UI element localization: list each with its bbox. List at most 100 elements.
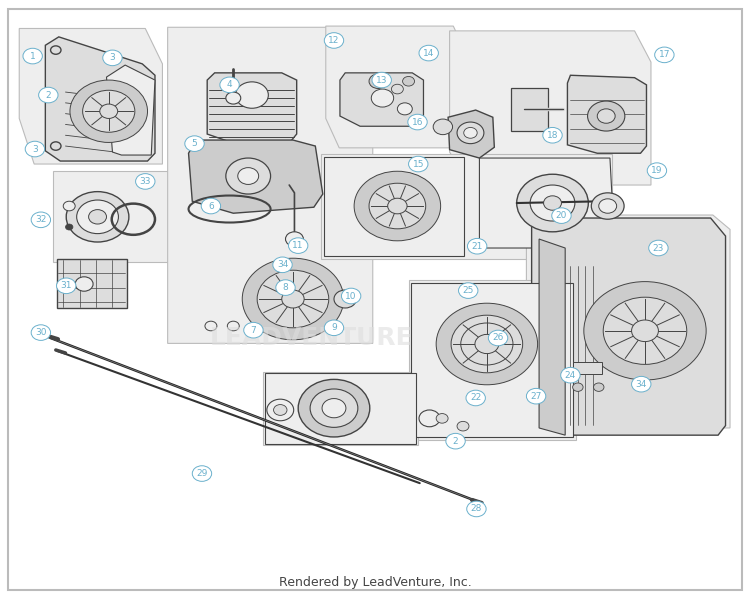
Circle shape: [526, 388, 546, 404]
Text: 17: 17: [658, 50, 670, 59]
Circle shape: [398, 103, 412, 115]
Text: 31: 31: [61, 281, 72, 291]
Circle shape: [310, 389, 358, 428]
Circle shape: [403, 77, 415, 86]
Polygon shape: [45, 37, 155, 161]
Circle shape: [50, 142, 61, 150]
Text: 32: 32: [35, 215, 46, 224]
Circle shape: [257, 270, 328, 328]
Polygon shape: [568, 76, 646, 153]
Circle shape: [324, 33, 344, 48]
Text: 10: 10: [346, 292, 357, 301]
Text: 16: 16: [412, 118, 423, 127]
Circle shape: [372, 72, 392, 88]
Polygon shape: [409, 280, 576, 440]
Polygon shape: [106, 65, 155, 155]
Polygon shape: [411, 283, 573, 437]
Circle shape: [56, 278, 76, 294]
Circle shape: [274, 405, 287, 416]
Circle shape: [236, 82, 268, 108]
Circle shape: [464, 127, 477, 138]
Circle shape: [39, 87, 58, 103]
Circle shape: [388, 198, 407, 214]
Polygon shape: [130, 77, 152, 93]
Circle shape: [23, 48, 42, 64]
Text: 34: 34: [277, 260, 288, 269]
Polygon shape: [326, 26, 466, 148]
Circle shape: [433, 119, 452, 135]
Polygon shape: [20, 28, 163, 164]
Circle shape: [475, 335, 499, 353]
Circle shape: [103, 50, 122, 66]
Text: 2: 2: [453, 437, 458, 446]
Circle shape: [100, 104, 118, 118]
Circle shape: [436, 414, 448, 423]
Circle shape: [632, 376, 651, 392]
Circle shape: [322, 399, 346, 418]
Circle shape: [226, 92, 241, 104]
Circle shape: [597, 109, 615, 123]
Text: 5: 5: [192, 139, 197, 148]
Circle shape: [192, 466, 211, 481]
Circle shape: [649, 240, 668, 256]
Circle shape: [334, 290, 356, 308]
Text: 26: 26: [492, 333, 504, 342]
Circle shape: [593, 383, 604, 391]
Bar: [56, 259, 128, 308]
Polygon shape: [188, 140, 322, 213]
Circle shape: [273, 257, 292, 272]
Circle shape: [647, 163, 667, 178]
Circle shape: [276, 280, 296, 295]
Circle shape: [573, 383, 583, 391]
Text: 4: 4: [226, 80, 232, 89]
Circle shape: [530, 185, 575, 221]
Circle shape: [63, 201, 75, 211]
Circle shape: [409, 156, 428, 172]
Text: 27: 27: [530, 391, 542, 400]
Text: 20: 20: [556, 211, 567, 220]
Circle shape: [82, 90, 135, 132]
Circle shape: [32, 325, 50, 341]
Circle shape: [632, 320, 658, 342]
Text: 23: 23: [652, 243, 664, 252]
Circle shape: [244, 323, 263, 338]
Circle shape: [584, 281, 706, 380]
Circle shape: [457, 122, 484, 144]
Polygon shape: [539, 239, 566, 435]
Text: 15: 15: [413, 159, 424, 169]
Circle shape: [226, 158, 271, 194]
Circle shape: [205, 321, 217, 331]
Polygon shape: [448, 110, 494, 158]
Text: LEADVENTURE: LEADVENTURE: [210, 326, 413, 350]
Circle shape: [136, 173, 155, 189]
Text: 18: 18: [547, 130, 558, 140]
Text: 19: 19: [651, 166, 663, 175]
Text: 8: 8: [283, 283, 288, 292]
Circle shape: [419, 45, 439, 61]
Circle shape: [324, 320, 344, 336]
Text: 9: 9: [331, 323, 337, 332]
Text: 22: 22: [470, 393, 482, 402]
Bar: [573, 362, 602, 374]
Circle shape: [201, 198, 220, 214]
Circle shape: [517, 174, 588, 232]
Circle shape: [26, 141, 44, 157]
Circle shape: [341, 288, 361, 304]
Circle shape: [544, 196, 562, 210]
Polygon shape: [532, 218, 725, 435]
Polygon shape: [526, 215, 730, 428]
Text: 30: 30: [35, 328, 46, 337]
Text: 3: 3: [110, 53, 116, 62]
Circle shape: [88, 210, 106, 224]
Circle shape: [371, 89, 394, 107]
Text: 6: 6: [208, 202, 214, 211]
Circle shape: [552, 208, 572, 223]
Polygon shape: [321, 155, 612, 259]
Circle shape: [598, 199, 616, 213]
Text: 1: 1: [30, 51, 35, 60]
Circle shape: [603, 297, 687, 364]
Text: 2: 2: [46, 91, 51, 100]
Text: 7: 7: [251, 326, 257, 335]
Circle shape: [32, 212, 50, 228]
Text: 14: 14: [423, 48, 434, 57]
